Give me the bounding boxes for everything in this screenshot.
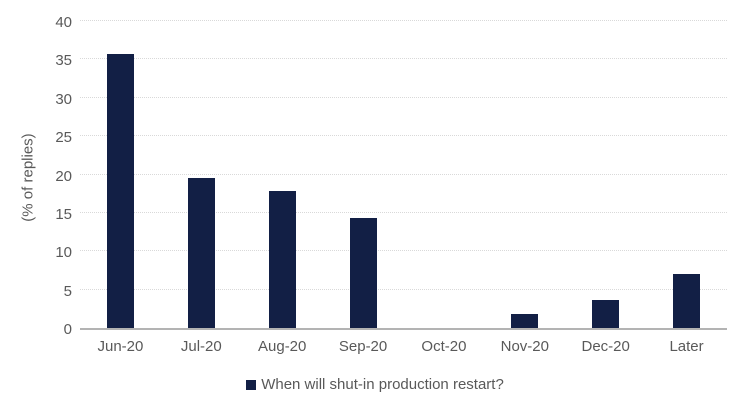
legend-square-icon [246, 379, 257, 390]
gridline [80, 135, 727, 137]
x-tick-label: Aug-20 [258, 338, 307, 355]
gridline [80, 211, 727, 213]
x-tick-label: Later [669, 338, 704, 355]
bar-later [673, 273, 701, 328]
bar-dec-20 [592, 300, 620, 328]
x-tick-label: Jun-20 [97, 338, 144, 355]
bar-aug-20 [268, 190, 296, 328]
y-tick-label: 25 [55, 129, 72, 147]
bar-nov-20 [511, 314, 539, 328]
x-tick-label: Oct-20 [421, 338, 467, 355]
y-tick-label: 10 [55, 244, 72, 262]
x-tick-label: Dec-20 [581, 338, 630, 355]
x-tick-label: Jul-20 [180, 338, 222, 355]
x-tick-label: Sep-20 [338, 338, 388, 355]
y-axis-tick-labels: 0 5 10 15 20 25 30 35 40 [0, 14, 72, 338]
gridline [80, 173, 727, 175]
y-tick-label: 20 [55, 167, 72, 185]
gridline [80, 288, 727, 290]
y-tick-label: 0 [63, 321, 72, 338]
x-axis-tick-labels: Jun-20 Jul-20 Aug-20 Sep-20 Oct-20 Nov-20 Dec-… [80, 338, 727, 358]
gridline [80, 58, 727, 60]
y-tick-label: 15 [55, 205, 72, 223]
gridline [80, 250, 727, 252]
plot-area [80, 20, 727, 330]
y-tick-label: 5 [63, 282, 72, 300]
bar-jul-20 [187, 177, 215, 328]
x-tick-label: Nov-20 [500, 338, 549, 355]
bar-jun-20 [106, 54, 134, 328]
gridline [80, 96, 727, 98]
legend: When will shut-in production restart? [0, 376, 750, 393]
bar-sep-20 [349, 218, 377, 328]
gridline [80, 20, 727, 21]
legend-label: When will shut-in production restart? [261, 376, 504, 393]
y-tick-label: 40 [55, 14, 72, 31]
y-tick-label: 35 [55, 52, 72, 70]
y-tick-label: 30 [55, 90, 72, 108]
